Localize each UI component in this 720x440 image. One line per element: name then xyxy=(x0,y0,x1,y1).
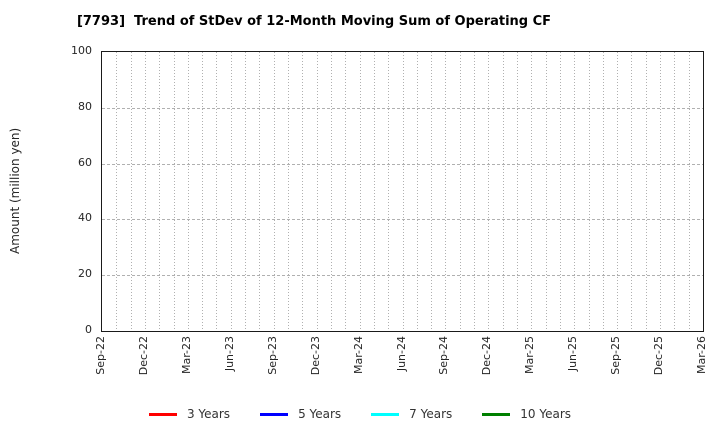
x-tick-label: Sep-25 xyxy=(609,336,623,375)
legend-line-swatch xyxy=(148,412,177,416)
legend-item: 10 Years xyxy=(482,407,571,421)
legend-item: 5 Years xyxy=(260,407,341,421)
x-tick-label: Mar-25 xyxy=(523,336,537,375)
grid-lines xyxy=(102,52,703,331)
y-axis-label: Amount (million yen) xyxy=(8,127,22,254)
legend-label: 7 Years xyxy=(409,407,453,421)
legend-label: 10 Years xyxy=(520,407,572,421)
legend-label: 3 Years xyxy=(186,407,231,421)
legend: 3 Years 5 Years 7 Years 10 Years xyxy=(40,403,680,425)
x-tick-label: Mar-26 xyxy=(695,336,708,375)
x-tick-label: Jun-24 xyxy=(394,336,408,372)
legend-line-swatch xyxy=(260,412,289,416)
x-tick-label: Sep-22 xyxy=(94,336,107,375)
legend-item: 3 Years xyxy=(148,407,231,421)
x-tick-label: Jun-25 xyxy=(566,336,580,372)
legend-line-swatch xyxy=(482,412,511,416)
legend-line-swatch xyxy=(371,412,400,416)
x-tick-label: Dec-25 xyxy=(652,336,666,376)
plot-area xyxy=(101,51,704,332)
x-tick-label: Jun-23 xyxy=(222,336,236,372)
y-tick-label: 60 xyxy=(78,155,92,169)
y-tick-label: 100 xyxy=(71,44,92,57)
x-tick-label: Dec-24 xyxy=(480,336,494,376)
x-tick-label: Mar-23 xyxy=(179,336,193,375)
y-tick-label: 40 xyxy=(78,211,92,225)
x-tick-label: Sep-23 xyxy=(265,336,279,375)
x-tick-label: Dec-23 xyxy=(308,336,322,376)
x-tick-label: Dec-22 xyxy=(136,336,150,376)
chart-title: [7793] Trend of StDev of 12-Month Moving… xyxy=(76,14,552,29)
x-tick-label: Sep-24 xyxy=(437,336,451,375)
y-tick-label: 0 xyxy=(85,323,92,336)
y-tick-label: 80 xyxy=(78,99,92,113)
y-tick-label: 20 xyxy=(78,267,92,281)
legend-item: 7 Years xyxy=(371,407,452,421)
x-tick-label: Mar-24 xyxy=(351,336,365,375)
legend-label: 5 Years xyxy=(298,407,342,421)
